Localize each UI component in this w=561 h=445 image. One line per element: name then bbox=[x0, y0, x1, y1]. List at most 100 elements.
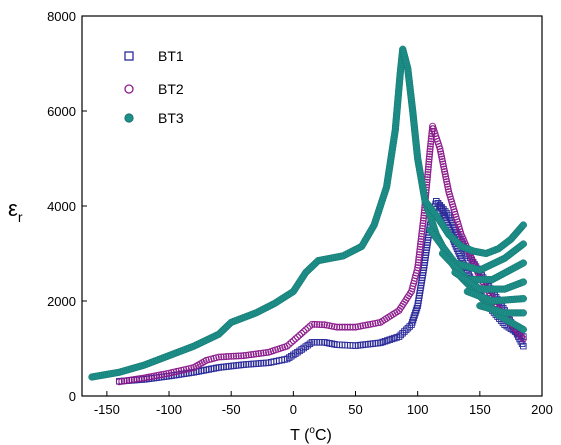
data-point-bt2 bbox=[426, 143, 434, 150]
data-point-bt2 bbox=[408, 285, 416, 293]
data-point-bt2 bbox=[414, 261, 422, 269]
data-point-bt2 bbox=[140, 374, 148, 382]
data-point-bt2 bbox=[415, 256, 423, 264]
data-point-bt2 bbox=[237, 352, 245, 360]
x-tick-label: 50 bbox=[348, 402, 362, 417]
data-point-bt2 bbox=[302, 326, 310, 334]
data-point-bt2 bbox=[130, 376, 138, 383]
data-point-bt2 bbox=[316, 321, 323, 329]
data-point-bt2 bbox=[409, 282, 417, 290]
data-point-bt2 bbox=[287, 339, 295, 346]
y-tick-label: 2000 bbox=[47, 294, 76, 309]
data-point-bt1 bbox=[384, 337, 391, 344]
data-point-bt1 bbox=[306, 340, 314, 348]
data-point-bt2 bbox=[222, 353, 230, 361]
data-point-bt3 bbox=[519, 325, 528, 334]
data-point-bt2 bbox=[519, 335, 527, 343]
data-point-bt2 bbox=[419, 219, 427, 227]
data-point-bt2 bbox=[440, 165, 448, 173]
data-point-bt2 bbox=[437, 150, 445, 158]
data-point-bt2 bbox=[257, 349, 265, 357]
data-point-bt1 bbox=[381, 338, 389, 345]
data-point-bt2 bbox=[425, 160, 433, 168]
data-point-bt2 bbox=[328, 322, 336, 330]
data-point-bt2 bbox=[138, 374, 146, 382]
data-point-bt2 bbox=[424, 171, 432, 179]
data-point-bt2 bbox=[158, 371, 166, 379]
data-point-bt2 bbox=[416, 243, 424, 251]
y-tick-label: 6000 bbox=[47, 104, 76, 119]
x-axis-title-tail: C) bbox=[315, 427, 332, 444]
y-axis-title-sub: r bbox=[18, 209, 23, 225]
data-point-bt2 bbox=[300, 328, 308, 336]
data-point-bt2 bbox=[436, 145, 444, 153]
data-point-bt2 bbox=[424, 166, 432, 173]
data-point-bt2 bbox=[318, 321, 326, 329]
data-point-bt2 bbox=[118, 377, 126, 385]
data-point-bt2 bbox=[346, 323, 354, 331]
legend-marker-bt2 bbox=[124, 84, 134, 94]
data-point-bt2 bbox=[417, 238, 425, 246]
data-point-bt2 bbox=[123, 377, 131, 385]
data-point-bt2 bbox=[412, 269, 420, 277]
data-point-bt1 bbox=[438, 204, 445, 211]
x-tick-label: 200 bbox=[531, 402, 553, 417]
data-point-bt1 bbox=[433, 197, 440, 205]
data-point-bt2 bbox=[426, 148, 434, 156]
data-point-bt2 bbox=[178, 366, 185, 374]
y-tick-label: 0 bbox=[69, 389, 76, 404]
data-point-bt2 bbox=[359, 322, 367, 330]
data-point-bt2 bbox=[217, 353, 225, 361]
data-point-bt2 bbox=[155, 371, 163, 379]
data-point-bt2 bbox=[419, 217, 427, 225]
data-point-bt1 bbox=[391, 334, 398, 342]
data-point-bt2 bbox=[438, 155, 446, 163]
data-point-bt2 bbox=[401, 298, 409, 306]
y-tick-label: 8000 bbox=[47, 9, 76, 24]
legend-item-bt1: BT1 bbox=[124, 48, 184, 64]
data-point-bt2 bbox=[414, 259, 422, 266]
data-point-bt1 bbox=[401, 328, 408, 335]
data-point-bt2 bbox=[440, 163, 448, 171]
data-point-bt2 bbox=[143, 374, 151, 381]
data-point-bt2 bbox=[333, 323, 341, 331]
x-axis-title-main: T ( bbox=[290, 427, 310, 444]
data-point-bt2 bbox=[133, 375, 141, 383]
data-point-bt2 bbox=[426, 145, 434, 153]
data-point-bt2 bbox=[185, 365, 193, 373]
legend-label-bt3: BT3 bbox=[158, 110, 184, 126]
data-point-bt2 bbox=[230, 352, 238, 360]
data-point-bt2 bbox=[427, 140, 435, 148]
data-point-bt2 bbox=[294, 333, 301, 341]
data-point-bt2 bbox=[371, 319, 379, 327]
data-point-bt2 bbox=[417, 235, 425, 243]
data-point-bt1 bbox=[434, 200, 442, 207]
data-point-bt2 bbox=[352, 323, 359, 331]
data-point-bt2 bbox=[304, 324, 312, 332]
data-point-bt2 bbox=[313, 321, 321, 328]
data-point-bt2 bbox=[283, 342, 291, 350]
data-point-bt2 bbox=[242, 351, 250, 359]
data-point-bt2 bbox=[150, 372, 158, 380]
data-point-bt1 bbox=[377, 339, 384, 347]
data-point-bt2 bbox=[402, 296, 410, 304]
y-tick-label: 4000 bbox=[47, 199, 76, 214]
data-point-bt2 bbox=[115, 378, 123, 386]
data-point-bt3 bbox=[519, 294, 528, 303]
data-point-bt2 bbox=[128, 376, 136, 384]
data-point-bt2 bbox=[399, 300, 407, 308]
data-point-bt2 bbox=[323, 321, 331, 329]
plot-area bbox=[81, 15, 543, 397]
data-point-bt2 bbox=[354, 323, 362, 331]
data-point-bt2 bbox=[125, 376, 133, 384]
series-bt3 bbox=[88, 45, 528, 381]
data-point-bt2 bbox=[160, 370, 168, 378]
data-point-bt2 bbox=[438, 153, 446, 160]
data-point-bt2 bbox=[247, 351, 255, 359]
data-point-bt2 bbox=[175, 367, 183, 375]
data-point-bt2 bbox=[424, 168, 432, 176]
data-point-bt2 bbox=[366, 320, 374, 328]
data-point-bt2 bbox=[215, 353, 223, 361]
data-point-bt2 bbox=[289, 337, 297, 345]
